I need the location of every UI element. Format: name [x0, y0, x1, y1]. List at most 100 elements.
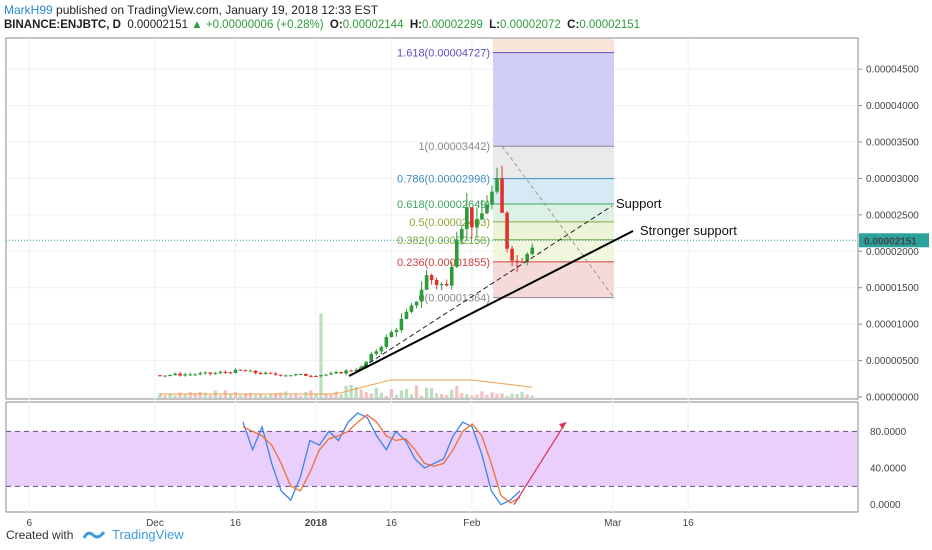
volume-bar	[198, 391, 202, 398]
volume-bar	[238, 394, 243, 398]
price-axis-label: 0.00004000	[866, 101, 919, 112]
candle-body	[263, 372, 268, 374]
footer: Created with TradingView	[6, 527, 184, 545]
candle-body	[193, 374, 198, 376]
volume-bar	[168, 393, 172, 398]
volume-bar	[414, 385, 419, 398]
volume-bar	[218, 395, 222, 398]
time-axis-label: 16	[230, 518, 242, 529]
symbol-name[interactable]: BINANCE:ENJBTC, D	[4, 19, 121, 31]
volume-bar	[188, 392, 192, 398]
support-annotation: Support	[616, 196, 662, 211]
volume-bar	[289, 395, 293, 398]
candle-body	[419, 289, 424, 302]
publish-line: MarkH99 published on TradingView.com, Ja…	[4, 3, 378, 17]
stronger-support-trendline	[348, 230, 634, 377]
fib-zone	[493, 221, 614, 240]
fib-zone	[493, 204, 614, 222]
volume-bar	[379, 392, 383, 398]
candle-body	[444, 284, 449, 286]
candle-body	[203, 372, 208, 374]
symbol-line: BINANCE:ENJBTC, D 0.00002151 ▲ +0.000000…	[4, 19, 640, 31]
volume-bar	[299, 395, 303, 398]
volume-bar	[349, 384, 353, 398]
price-axis-label: 0.00000000	[866, 393, 919, 404]
candle-body	[223, 371, 228, 373]
volume-bar	[470, 395, 474, 398]
candle-body	[379, 346, 384, 352]
volume-bar	[465, 394, 469, 398]
candle-body	[273, 373, 278, 375]
low-value: 0.00002072	[500, 19, 561, 31]
volume-bar	[324, 393, 328, 398]
candle-body	[500, 178, 504, 213]
candle-body	[434, 280, 439, 285]
candle-body	[424, 275, 429, 290]
price-axis-label: 0.00004500	[866, 65, 919, 76]
candle-body	[309, 375, 313, 377]
volume-bar	[243, 393, 248, 398]
candle-body	[324, 374, 328, 376]
volume-bar	[480, 391, 484, 398]
volume-bar	[515, 393, 519, 398]
candle-body	[329, 373, 333, 375]
stoch-d-line	[242, 413, 521, 504]
author-link[interactable]: MarkH99	[4, 3, 53, 17]
high-value: 0.00002299	[422, 19, 483, 31]
candle-body	[183, 374, 187, 376]
candle-body	[354, 370, 358, 372]
volume-bar	[520, 391, 524, 398]
last-price-tag	[859, 233, 929, 248]
volume-bar	[394, 394, 399, 398]
volume-bar	[228, 393, 233, 398]
time-axis-label: Feb	[463, 518, 481, 529]
close-label: C:	[567, 19, 580, 31]
volume-bar	[424, 387, 429, 398]
candle-body	[429, 275, 434, 281]
candle-body	[480, 213, 484, 220]
fib-level-label: 1(0.00003442)	[418, 141, 490, 153]
candle-body	[384, 337, 389, 347]
up-arrow-icon: ▲	[191, 19, 203, 31]
volume-bar	[475, 394, 479, 398]
volume-bar	[279, 392, 283, 398]
candle-body	[470, 207, 474, 228]
candle-body	[233, 369, 238, 374]
stoch-band	[7, 431, 857, 487]
stronger-support-annotation: Stronger support	[640, 223, 737, 238]
candle-body	[208, 372, 213, 374]
candle-body	[334, 372, 338, 374]
oscillator-axis-label: 0.0000	[870, 500, 901, 511]
volume-bar	[409, 394, 414, 398]
candle-body	[495, 178, 499, 192]
candle-body	[475, 219, 479, 228]
volume-bar	[274, 393, 278, 398]
price-pane	[5, 37, 859, 400]
candle-body	[485, 204, 489, 214]
volume-bar	[510, 393, 514, 398]
candle-body	[510, 248, 514, 261]
price-axis-label: 0.00001000	[866, 320, 919, 331]
candle-body	[188, 374, 192, 376]
volume-bar	[419, 395, 424, 398]
fib-level-label: 0.382(0.00002158)	[397, 235, 490, 247]
candle-body	[404, 311, 409, 319]
volume-bar	[193, 393, 197, 398]
candle-body	[344, 370, 348, 374]
last-price: 0.00002151	[127, 19, 189, 31]
candle-body	[339, 372, 343, 374]
volume-bar	[369, 393, 373, 398]
fib-top-zone	[493, 39, 614, 53]
volume-bar	[500, 393, 504, 398]
candle-body	[158, 375, 162, 377]
open-label: O:	[329, 19, 343, 31]
price-change: +0.00000006 (+0.28%)	[205, 19, 324, 31]
time-axis-label: 2018	[305, 518, 328, 529]
candle-body	[439, 284, 444, 286]
volume-bar	[404, 388, 409, 398]
tradingview-logo-icon	[82, 531, 105, 539]
candle-body	[449, 266, 454, 286]
candle-body	[173, 373, 177, 376]
tradingview-brand[interactable]: TradingView	[112, 527, 184, 542]
